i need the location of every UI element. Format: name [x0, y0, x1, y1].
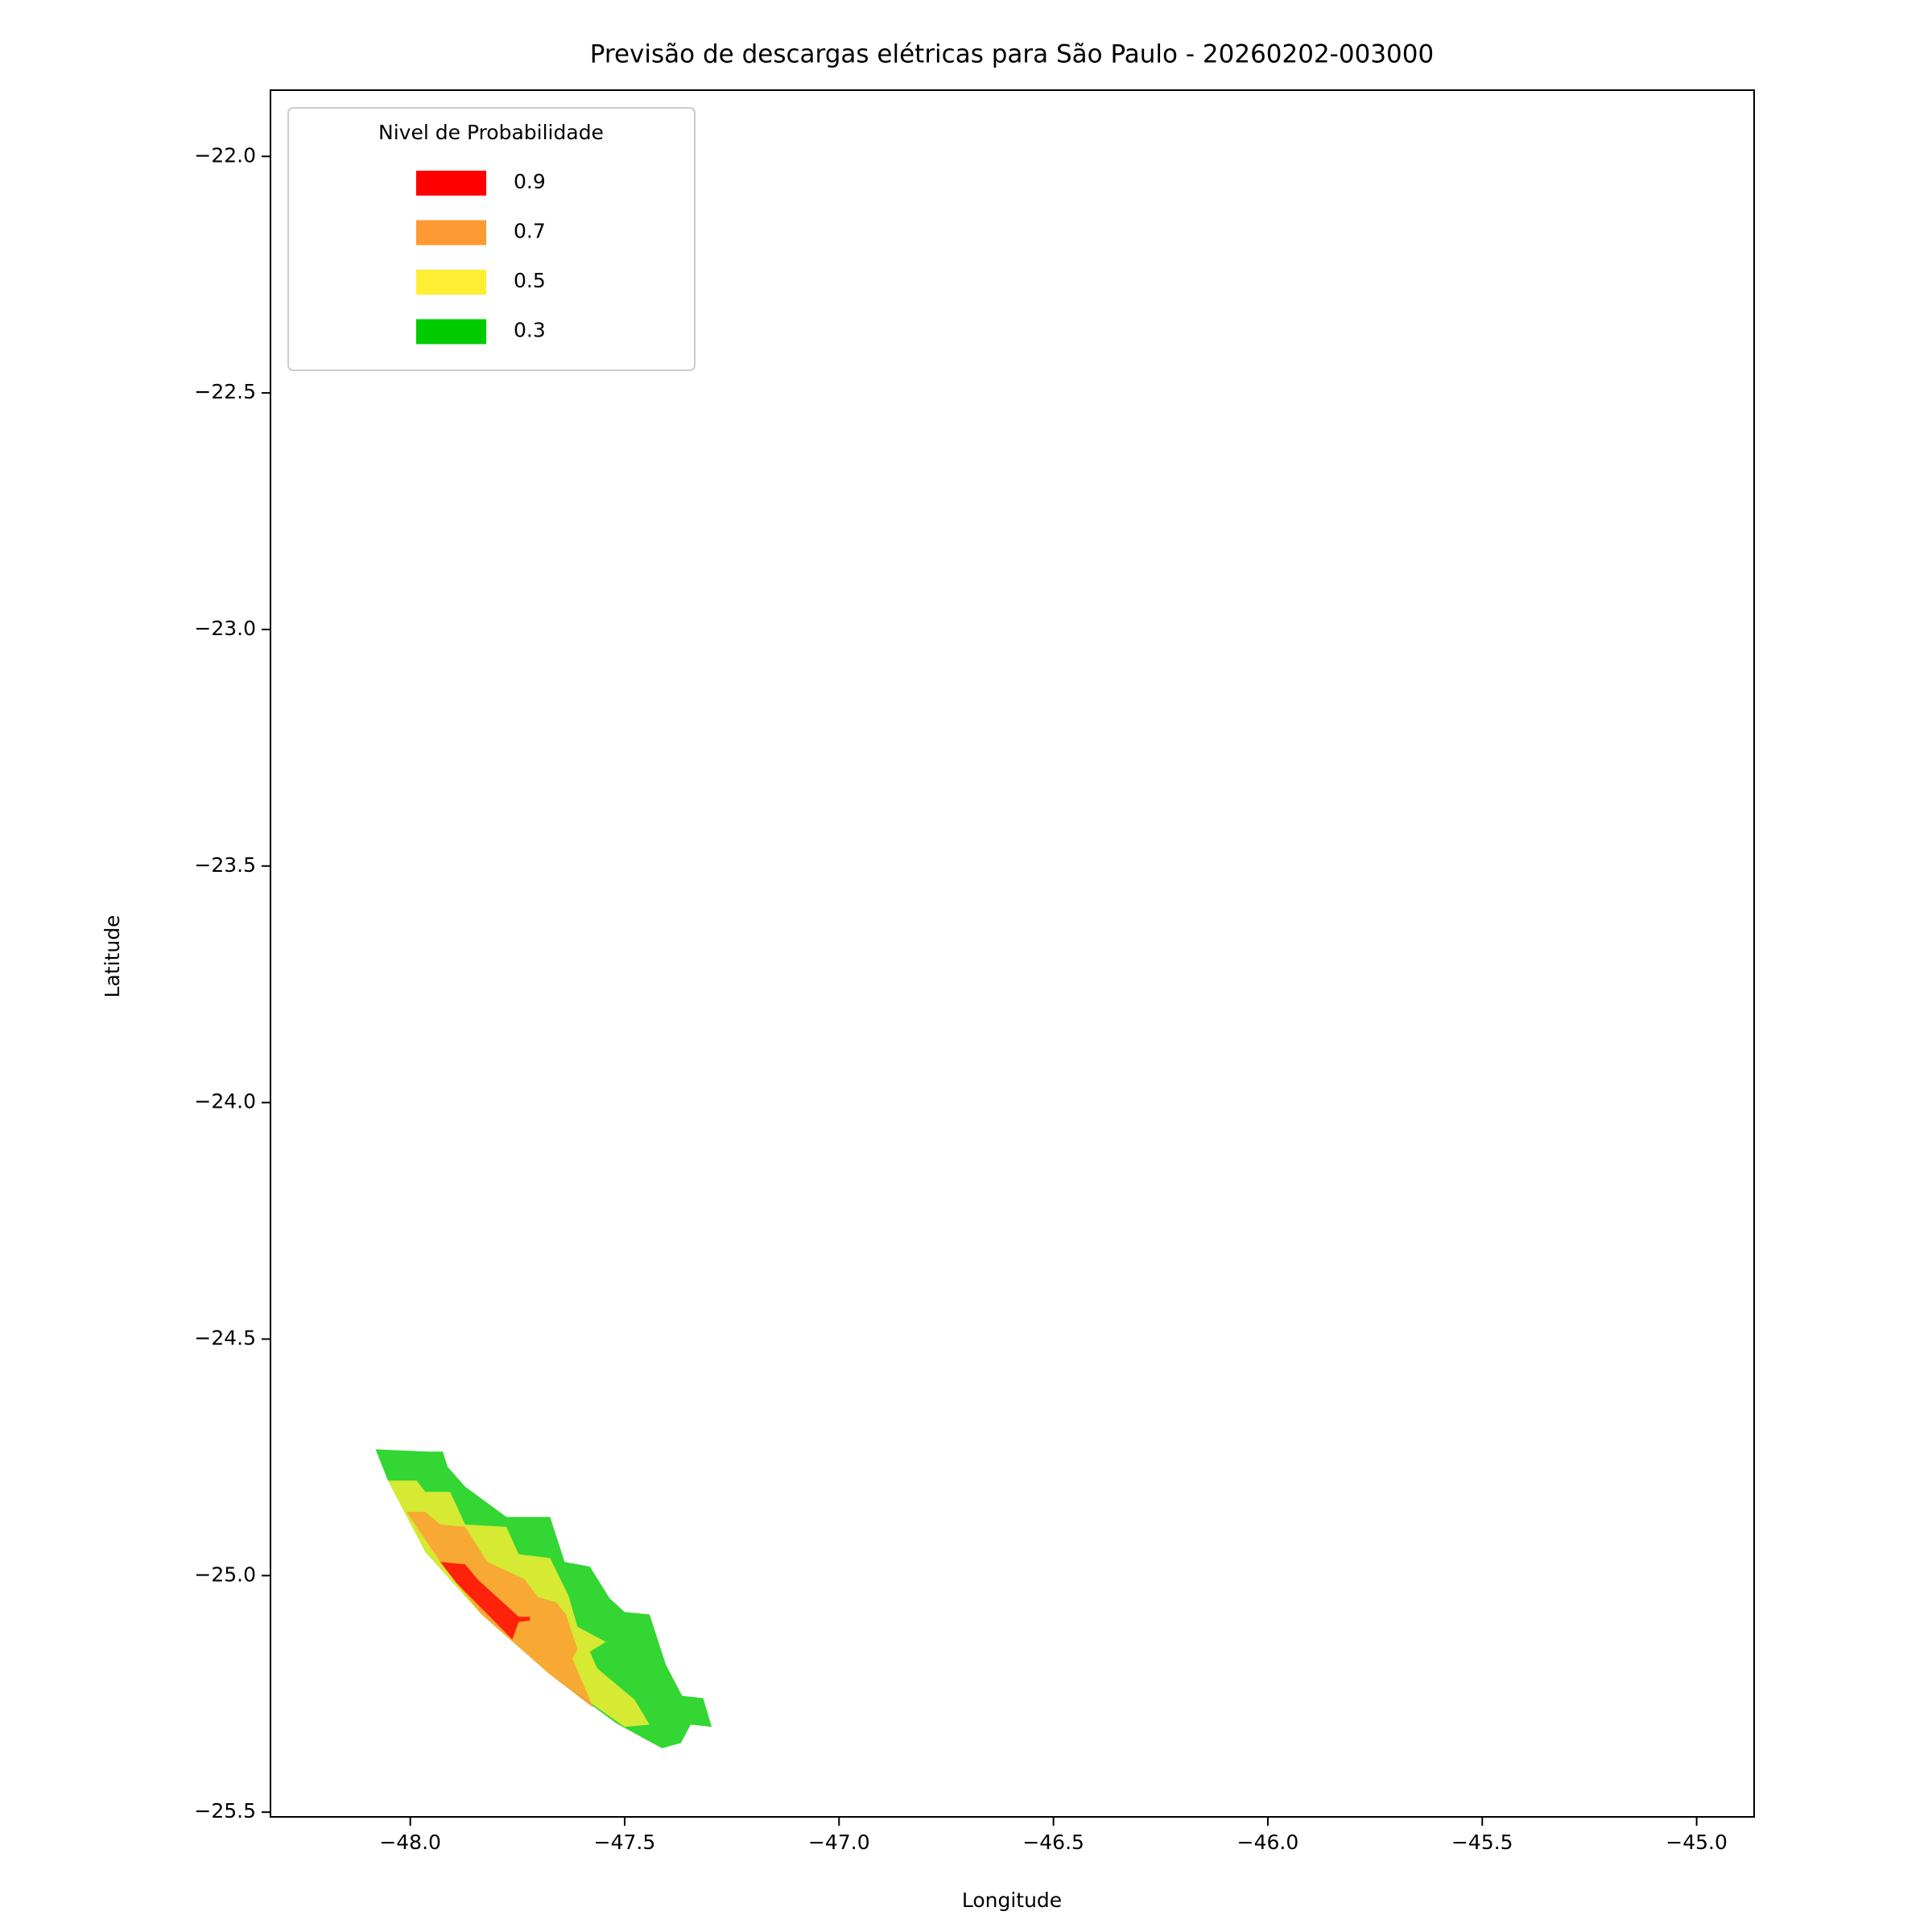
- y-axis-label: Latitude: [101, 915, 124, 998]
- x-tick-label: −47.5: [594, 1831, 656, 1854]
- y-tick-label: −24.0: [194, 1090, 256, 1113]
- chart-title: Previsão de descargas elétricas para São…: [590, 40, 1434, 69]
- y-tick-label: −22.0: [194, 143, 256, 167]
- legend-swatch: [416, 220, 486, 246]
- y-tick-label: −24.5: [194, 1326, 256, 1349]
- x-tick-label: −47.0: [808, 1831, 870, 1854]
- contour-region: [440, 1562, 530, 1640]
- x-tick-label: −46.5: [1022, 1831, 1084, 1854]
- legend-swatch: [416, 171, 486, 196]
- legend-swatch: [416, 270, 486, 295]
- x-axis-label: Longitude: [962, 1889, 1062, 1912]
- legend-title: Nivel de Probabilidade: [378, 121, 604, 144]
- y-tick-label: −22.5: [194, 380, 256, 403]
- legend-box: [287, 107, 696, 371]
- legend-label: 0.5: [514, 269, 546, 292]
- plot-frame: [270, 89, 1755, 1818]
- x-tick-label: −48.0: [379, 1831, 441, 1854]
- y-tick-label: −25.5: [194, 1799, 256, 1823]
- y-tick-label: −23.5: [194, 853, 256, 877]
- y-tick-label: −25.0: [194, 1563, 256, 1586]
- legend-label: 0.7: [514, 220, 546, 243]
- legend-label: 0.9: [514, 170, 546, 193]
- y-tick-label: −23.0: [194, 617, 256, 640]
- legend-label: 0.3: [514, 319, 546, 342]
- x-tick-label: −45.0: [1666, 1831, 1728, 1854]
- legend-swatch: [416, 319, 486, 345]
- x-tick-label: −45.5: [1451, 1831, 1513, 1854]
- x-tick-label: −46.0: [1237, 1831, 1299, 1854]
